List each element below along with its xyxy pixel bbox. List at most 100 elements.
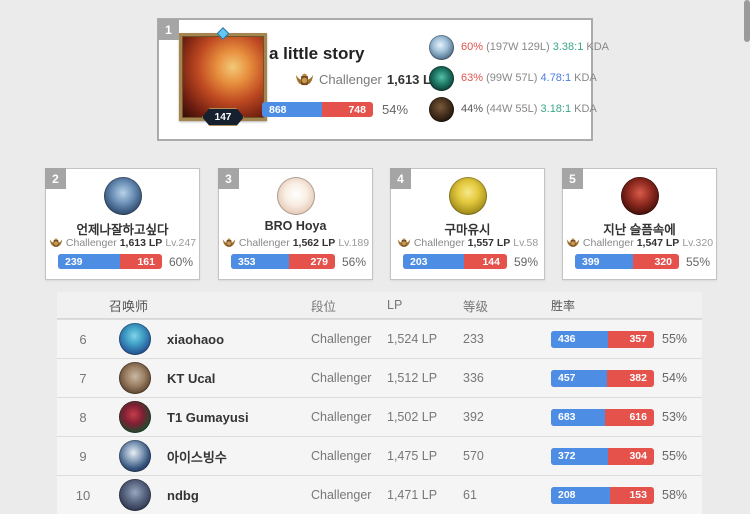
player-name[interactable]: 언제나잘하고싶다 xyxy=(76,223,169,237)
kda-label: KDA xyxy=(586,41,610,53)
winrate-value: 58% xyxy=(662,488,688,502)
scrollbar-thumb[interactable] xyxy=(744,0,750,42)
player-name[interactable]: xiaohaoo xyxy=(167,331,225,347)
tier-line: Challenger 1,613 LP Lv.247 xyxy=(46,237,199,249)
winloss-row: 353 279 56% xyxy=(231,254,366,269)
champion-stat-row[interactable]: 60% (197W 129L) 3.38:1 KDA xyxy=(429,34,609,60)
champion-kda: 4.78:1 xyxy=(540,72,572,84)
tier-cell: Challenger xyxy=(311,332,372,346)
player-name[interactable]: a little story xyxy=(269,44,365,63)
wins-bar-segment xyxy=(551,408,606,426)
player-name[interactable]: KT Ucal xyxy=(167,370,216,386)
champion-stats-list: 60% (197W 129L) 3.38:1 KDA 63% (99W 57L)… xyxy=(429,34,609,127)
tier-cell: Challenger xyxy=(311,371,372,385)
tier-line: Challenger 1,613 LP xyxy=(295,72,440,87)
level-cell: 570 xyxy=(463,449,484,463)
winrate-value: 56% xyxy=(342,254,367,269)
champion-record: (197W 129L) xyxy=(486,41,550,53)
player-avatar xyxy=(620,177,659,215)
player-avatar xyxy=(448,177,487,215)
level-value: Lv.58 xyxy=(513,237,539,249)
winloss-row: 399 320 55% xyxy=(575,254,710,269)
player-avatar xyxy=(119,440,151,472)
level-value: Lv.247 xyxy=(165,237,197,249)
player-name[interactable]: 지난 슬픔속에 xyxy=(603,223,676,237)
table-row[interactable]: 8 T1 Gumayusi Challenger 1,502 LP 392 68… xyxy=(57,397,702,436)
winloss-bar: 239 161 xyxy=(58,254,162,269)
wins-count: 457 xyxy=(558,372,576,384)
wins-count: 372 xyxy=(558,450,576,462)
champion-kda: 3.18:1 xyxy=(540,103,572,115)
table-row[interactable]: 10 ndbg Challenger 1,471 LP 61 208 153 5… xyxy=(57,475,702,514)
table-row[interactable]: 6 xiaohaoo Challenger 1,524 LP 233 436 3… xyxy=(57,319,702,358)
player-avatar: 147 xyxy=(179,27,267,126)
header-tier: 段位 xyxy=(311,299,337,314)
rank3-player-card[interactable]: 3 BRO Hoya Challenger 1,562 LP Lv.189 35… xyxy=(218,168,373,280)
wins-count: 203 xyxy=(410,255,428,268)
table-row[interactable]: 9 아이스빙수 Challenger 1,475 LP 570 372 304 … xyxy=(57,436,702,475)
tier-line: Challenger 1,557 LP Lv.58 xyxy=(391,237,544,249)
champion-stat-row[interactable]: 63% (99W 57L) 4.78:1 KDA xyxy=(429,65,609,91)
player-name[interactable]: 아이스빙수 xyxy=(167,449,227,465)
losses-count: 279 xyxy=(310,255,328,268)
kda-label: KDA xyxy=(574,103,597,115)
wins-bar-segment xyxy=(551,486,611,504)
champion-stat-row[interactable]: 44% (44W 55L) 3.18:1 KDA xyxy=(429,96,609,122)
tier-label: Challenger xyxy=(238,237,290,249)
table-row[interactable]: 7 KT Ucal Challenger 1,512 LP 336 457 38… xyxy=(57,358,702,397)
winloss-bar: 399 320 xyxy=(575,254,679,269)
winrate-value: 60% xyxy=(169,254,194,269)
champion-kda: 3.38:1 xyxy=(552,41,584,53)
winrate-value: 55% xyxy=(686,254,711,269)
lp-value: 1,557 LP xyxy=(467,237,511,249)
header-level: 等级 xyxy=(463,299,489,314)
rank2-player-card[interactable]: 2 언제나잘하고싶다 Challenger 1,613 LP Lv.247 23… xyxy=(45,168,200,280)
header-winrate: 胜率 xyxy=(551,298,576,313)
champion-winrate: 44% xyxy=(461,103,484,115)
wins-count: 683 xyxy=(558,411,576,423)
wins-bar-segment xyxy=(403,254,464,269)
champion-icon xyxy=(429,96,454,122)
losses-count: 144 xyxy=(482,255,500,268)
winloss-row: 868 748 54% xyxy=(262,102,408,117)
losses-count: 382 xyxy=(629,372,647,384)
rank-cell: 6 xyxy=(79,331,87,347)
rank-badge: 4 xyxy=(390,168,411,189)
rank-cell: 7 xyxy=(79,370,87,386)
champion-stat-text: 44% (44W 55L) 3.18:1 KDA xyxy=(461,103,597,115)
player-name[interactable]: 구마유시 xyxy=(444,223,491,237)
winrate-value: 55% xyxy=(662,332,688,346)
winloss-row: 203 144 59% xyxy=(403,254,538,269)
header-lp: LP xyxy=(387,298,403,312)
rank4-player-card[interactable]: 4 구마유시 Challenger 1,557 LP Lv.58 203 144… xyxy=(390,168,545,280)
winrate-value: 54% xyxy=(662,371,688,385)
lp-value: 1,562 LP xyxy=(292,237,336,249)
lp-value: 1,613 LP xyxy=(119,237,163,249)
winloss-bar: 353 279 xyxy=(231,254,335,269)
level-cell: 61 xyxy=(463,488,477,502)
lp-value: 1,547 LP xyxy=(636,237,680,249)
wins-bar-segment xyxy=(551,369,608,387)
level-value: Lv.189 xyxy=(338,237,370,249)
tier-label: Challenger xyxy=(413,237,465,249)
challenger-crest-icon xyxy=(222,238,236,247)
player-avatar xyxy=(119,401,151,433)
header-summoner: 召唤师 xyxy=(109,298,149,314)
champion-stat-text: 60% (197W 129L) 3.38:1 KDA xyxy=(461,41,609,53)
winloss-bar: 683 616 xyxy=(551,408,654,426)
player-name[interactable]: T1 Gumayusi xyxy=(167,409,249,425)
player-name[interactable]: ndbg xyxy=(167,487,199,503)
tier-cell: Challenger xyxy=(311,488,372,502)
tier-cell: Challenger xyxy=(311,449,372,463)
player-name[interactable]: BRO Hoya xyxy=(264,219,327,233)
winloss-bar: 203 144 xyxy=(403,254,507,269)
rank5-player-card[interactable]: 5 지난 슬픔속에 Challenger 1,547 LP Lv.320 399… xyxy=(562,168,717,280)
rank-badge: 3 xyxy=(218,168,239,189)
rank-cell: 9 xyxy=(79,448,87,464)
rank1-player-card[interactable]: 1 147 a little story Challenger 1,613 LP… xyxy=(157,18,609,141)
losses-count: 153 xyxy=(629,489,647,501)
lp-cell: 1,512 LP xyxy=(387,371,438,385)
lp-cell: 1,502 LP xyxy=(387,410,438,424)
lp-value: 1,613 LP xyxy=(386,72,440,87)
winloss-bar: 457 382 xyxy=(551,369,654,387)
